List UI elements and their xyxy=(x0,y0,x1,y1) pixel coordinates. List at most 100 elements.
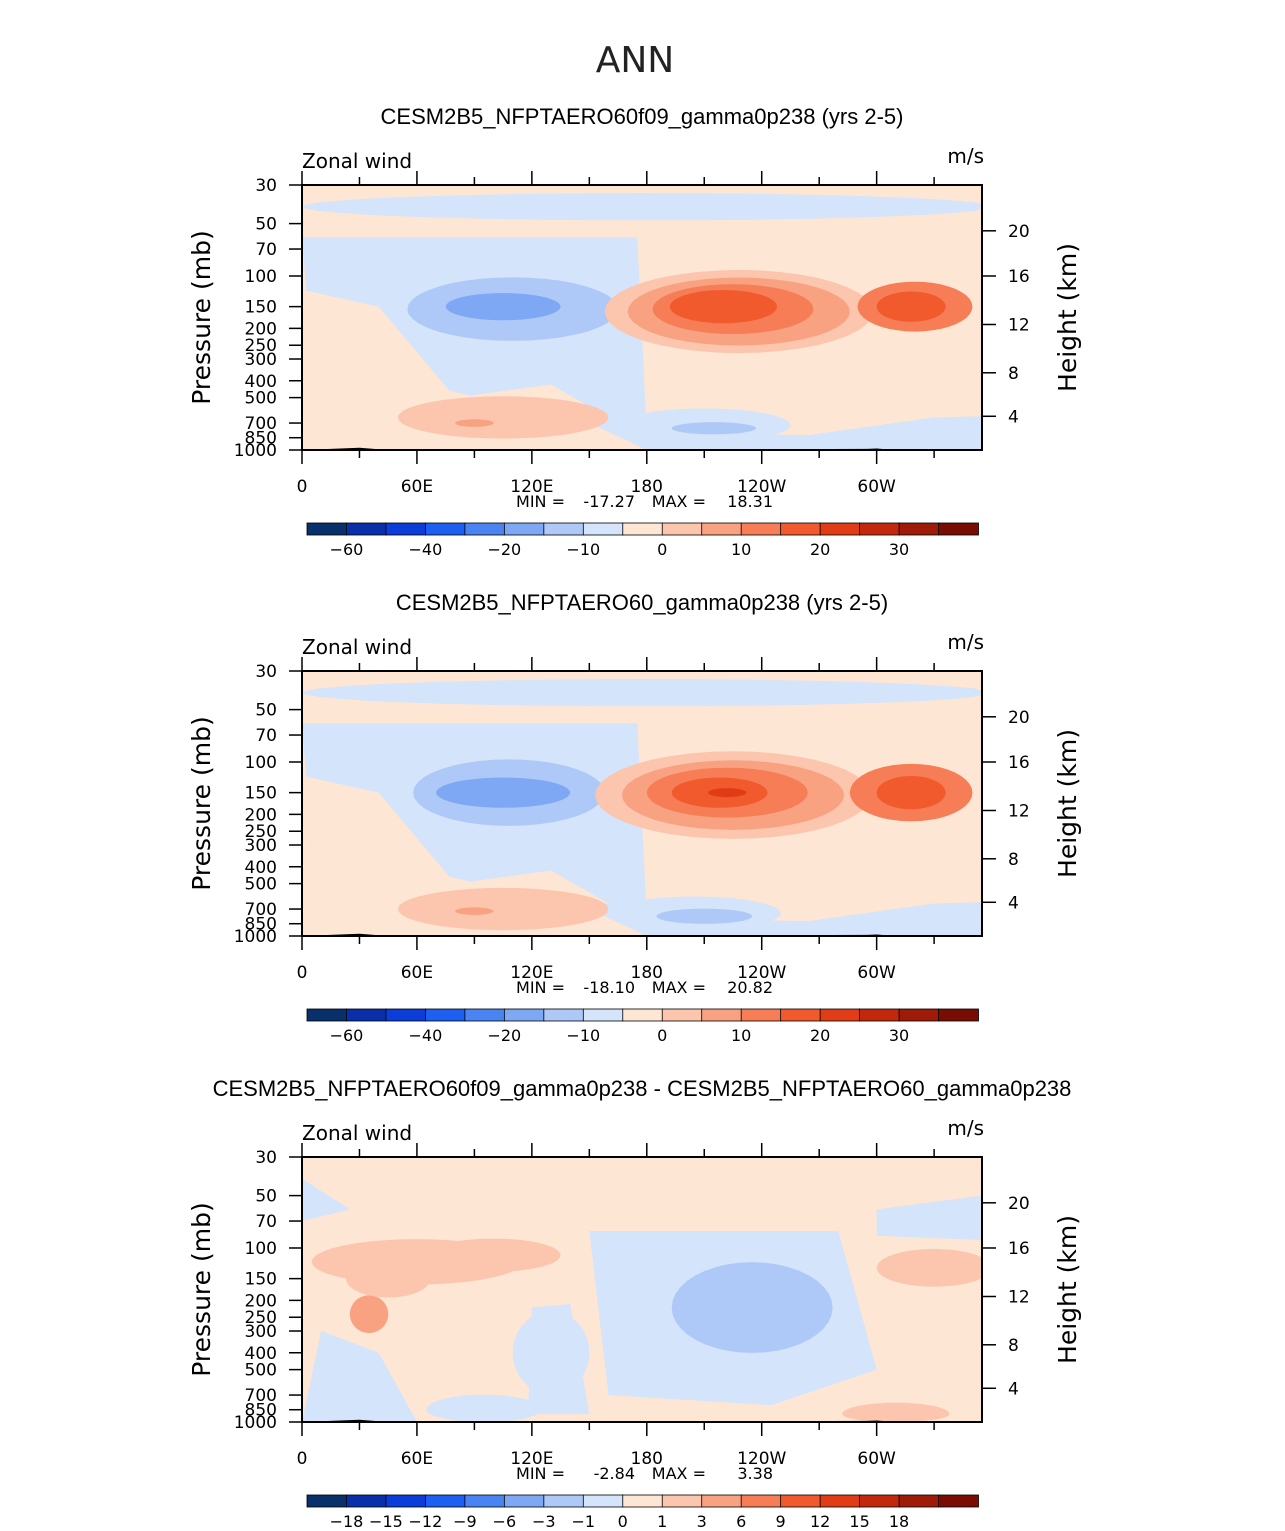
colorbar-swatch xyxy=(898,1008,940,1022)
y2-tick-label: 20 xyxy=(1008,1194,1030,1214)
colorbar-label: −20 xyxy=(487,1026,521,1045)
y-tick-label: 850 xyxy=(245,429,277,449)
contour-region xyxy=(842,1402,950,1422)
y-tick-label: 70 xyxy=(255,1212,277,1232)
y-tick-label: 500 xyxy=(245,1361,277,1381)
contour-region xyxy=(397,887,609,931)
colorbar-swatch xyxy=(543,522,585,536)
colorbar-swatch xyxy=(859,1008,900,1022)
colorbar-swatch xyxy=(740,522,782,536)
zero-region xyxy=(302,289,609,424)
y2-tick-label: 16 xyxy=(1008,1239,1030,1259)
y-tick-label: 500 xyxy=(245,875,277,895)
contour-region xyxy=(669,290,777,324)
y-tick-label: 300 xyxy=(245,836,277,856)
max-label: MAX = xyxy=(652,492,706,511)
colorbar-swatch xyxy=(740,1008,782,1022)
negative-region xyxy=(302,1331,417,1422)
min-value: -17.27 xyxy=(583,492,635,511)
colorbar-label: 12 xyxy=(810,1512,830,1531)
colorbar-swatch xyxy=(425,522,466,536)
plot-frame xyxy=(301,1156,983,1423)
y-tick-label: 150 xyxy=(245,298,277,318)
y-tick-label: 200 xyxy=(245,1291,277,1311)
y-tick-label: 150 xyxy=(245,1270,277,1290)
colorbar-swatch xyxy=(385,1008,427,1022)
units-label: m/s xyxy=(947,1116,984,1140)
y-tick-label: 1000 xyxy=(234,441,277,461)
contour-region xyxy=(656,908,753,924)
colorbar-swatch xyxy=(306,522,348,536)
colorbar-swatch xyxy=(859,522,900,536)
y2-tick-label: 8 xyxy=(1008,850,1019,870)
field-label: Zonal wind xyxy=(302,635,412,659)
y2-tick-label: 12 xyxy=(1008,1287,1030,1307)
y2-tick-label: 8 xyxy=(1008,1336,1019,1356)
y-tick-label: 250 xyxy=(245,336,277,356)
contour-region xyxy=(512,1311,590,1395)
y-tick-label: 150 xyxy=(245,784,277,804)
units-label: m/s xyxy=(947,144,984,168)
y-tick-label: 70 xyxy=(255,240,277,260)
y2-tick-label: 16 xyxy=(1008,753,1030,773)
colorbar-swatch xyxy=(740,1494,782,1508)
colorbar-swatch xyxy=(819,522,861,536)
y2-tick-label: 12 xyxy=(1008,315,1030,335)
colorbar-label: 0 xyxy=(657,540,667,559)
colorbar-swatch xyxy=(622,1494,664,1508)
y-tick-label: 100 xyxy=(245,267,277,287)
y2-tick-label: 12 xyxy=(1008,801,1030,821)
contour-region xyxy=(455,907,494,915)
y-tick-label: 30 xyxy=(255,662,277,682)
y-tick-label: 400 xyxy=(245,372,277,392)
max-label: MAX = xyxy=(652,978,706,997)
zero-region xyxy=(302,775,609,910)
colorbar-label: −40 xyxy=(409,540,443,559)
colorbar-label: −1 xyxy=(571,1512,595,1531)
y2-axis-label: Height (km) xyxy=(1053,243,1082,392)
colorbar-swatch xyxy=(346,1008,387,1022)
contour-region xyxy=(671,422,756,435)
colorbar-swatch xyxy=(938,522,979,536)
x-tick-label: 120E xyxy=(510,963,553,983)
contour-region xyxy=(426,1394,542,1422)
colorbar-swatch xyxy=(464,522,506,536)
y-tick-label: 400 xyxy=(245,1344,277,1364)
colorbar-swatch xyxy=(306,1008,348,1022)
plot-frame xyxy=(301,670,983,937)
colorbar-label: 20 xyxy=(810,540,830,559)
colorbar-label: −60 xyxy=(330,1026,364,1045)
colorbar-swatch xyxy=(661,1494,703,1508)
contour-region xyxy=(708,788,747,798)
x-tick-label: 60E xyxy=(401,1449,433,1469)
colorbar-swatch xyxy=(306,1494,348,1508)
chart-title: CESM2B5_NFPTAERO60f09_gamma0p238 (yrs 2-… xyxy=(381,104,904,129)
colorbar-swatch xyxy=(819,1008,861,1022)
colorbar-label: −15 xyxy=(369,1512,403,1531)
units-label: m/s xyxy=(947,630,984,654)
colorbar-label: −40 xyxy=(409,1026,443,1045)
y-tick-label: 250 xyxy=(245,822,277,842)
y2-tick-label: 4 xyxy=(1008,1379,1019,1399)
y-tick-label: 200 xyxy=(245,805,277,825)
x-tick-label: 120W xyxy=(737,477,786,497)
colorbar-swatch xyxy=(701,522,743,536)
colorbar-swatch xyxy=(780,522,822,536)
colorbar-label: −20 xyxy=(487,540,521,559)
colorbar-swatch xyxy=(503,1494,545,1508)
x-tick-label: 0 xyxy=(297,1449,308,1469)
y-tick-label: 50 xyxy=(255,215,277,235)
colorbar-label: 9 xyxy=(776,1512,786,1531)
contour-region xyxy=(302,679,982,707)
y2-tick-label: 20 xyxy=(1008,708,1030,728)
y-tick-label: 850 xyxy=(245,915,277,935)
chart-title: CESM2B5_NFPTAERO60f09_gamma0p238 - CESM2… xyxy=(213,1076,1072,1101)
min-value: -18.10 xyxy=(583,978,635,997)
y-tick-label: 300 xyxy=(245,1322,277,1342)
colorbar-swatch xyxy=(346,522,387,536)
y2-tick-label: 4 xyxy=(1008,893,1019,913)
chart-panel-3: CESM2B5_NFPTAERO60f09_gamma0p238 - CESM2… xyxy=(187,1076,1082,1531)
x-tick-label: 180 xyxy=(631,1449,663,1469)
colorbar-swatch xyxy=(938,1008,979,1022)
